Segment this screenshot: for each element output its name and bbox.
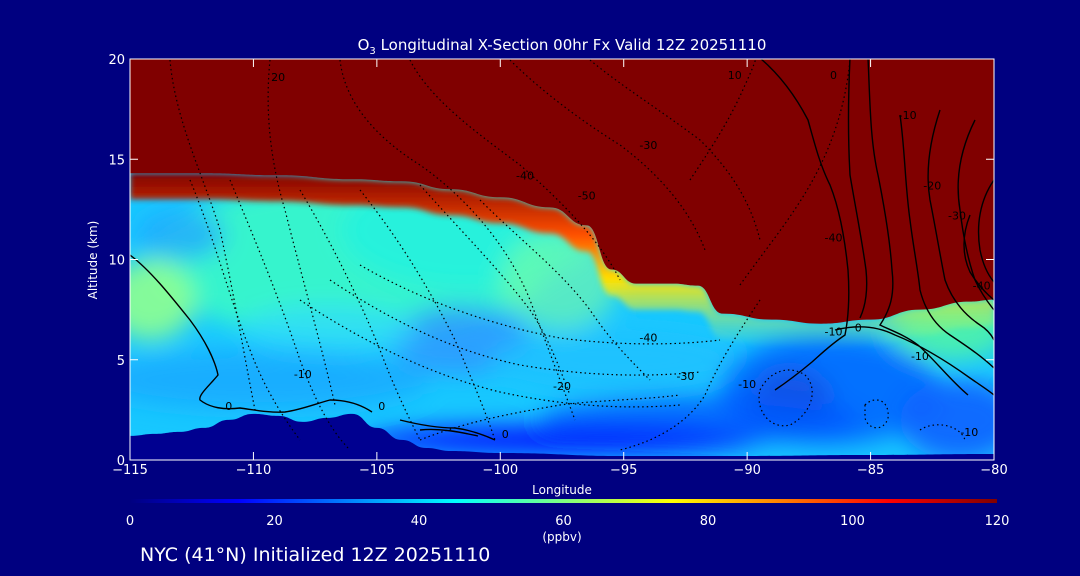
dotted-contours: [169, 59, 966, 451]
colorbar-unit-label: (ppbv): [542, 530, 581, 544]
y-axis: 0 5 10 15 20: [108, 53, 994, 469]
contour-label: -30: [948, 209, 966, 222]
contour-label: 0: [502, 428, 509, 441]
colorbar-tick-label: 60: [555, 514, 572, 529]
colorbar-tick-label: 120: [985, 514, 1010, 529]
x-tick-label: −110: [236, 463, 272, 478]
y-tick-label: 5: [117, 354, 125, 369]
colorbar-tick-label: 20: [266, 514, 283, 529]
colorbar-tick-label: 40: [411, 514, 428, 529]
contour-label: 10: [728, 69, 742, 82]
x-axis-label: Longitude: [532, 483, 592, 497]
y-tick-label: 0: [117, 454, 125, 469]
contour-label: 0: [378, 400, 385, 413]
contour-lines: [130, 59, 994, 451]
colorbar: [130, 499, 997, 503]
contour-label: -40: [516, 169, 534, 182]
contour-label: -30: [639, 139, 657, 152]
contour-label: -10: [738, 378, 756, 391]
colorbar-tick-label: 80: [700, 514, 717, 529]
contour-label: -30: [676, 370, 694, 383]
contour-label: 20: [271, 71, 285, 84]
x-tick-label: −80: [980, 463, 1007, 478]
contour-label: -40: [973, 280, 991, 293]
colorbar-tick-label: 0: [126, 514, 134, 529]
x-axis: −115 −110 −105 −100 −95 −90 −85 −80: [112, 59, 1008, 478]
contour-label: -10: [960, 426, 978, 439]
contour-label: -20: [553, 380, 571, 393]
contour-label: -40: [639, 332, 657, 345]
x-tick-label: −100: [482, 463, 518, 478]
contour-label: -10: [899, 109, 917, 122]
contour-labels: 20 10 0 -30 -40 -50 -40 -10 -20 -30 -40 -40 -30 -20 -1…: [225, 69, 990, 441]
chart-title: O3 Longitudinal X-Section 00hr Fx Valid …: [358, 36, 767, 57]
x-tick-label: −115: [112, 463, 148, 478]
x-tick-label: −85: [857, 463, 884, 478]
contour-label: 0: [855, 322, 862, 335]
y-axis-label: Altitude (km): [86, 221, 100, 300]
contour-label: -10: [294, 368, 312, 381]
contour-label: -10: [825, 326, 843, 339]
stratosphere-region: [130, 59, 994, 324]
y-tick-label: 15: [108, 153, 125, 168]
contour-label: -20: [923, 179, 941, 192]
y-tick-label: 10: [108, 254, 125, 269]
x-tick-label: −105: [359, 463, 395, 478]
footer-caption: NYC (41°N) Initialized 12Z 20251110: [140, 544, 490, 566]
contour-label: 0: [830, 69, 837, 82]
tropopause-transition-band: [130, 173, 994, 350]
terrain-shading: [130, 413, 994, 460]
y-tick-label: 20: [108, 53, 125, 68]
contour-label: -40: [825, 231, 843, 244]
solid-contours: [130, 59, 994, 441]
colorbar-ticks: 0 20 40 60 80 100 120: [126, 514, 1010, 529]
contour-label: -50: [578, 189, 596, 202]
contour-label: 0: [225, 400, 232, 413]
x-tick-label: −95: [610, 463, 637, 478]
colorbar-tick-label: 100: [840, 514, 865, 529]
x-tick-label: −90: [733, 463, 760, 478]
plot-area: 20 10 0 -30 -40 -50 -40 -10 -20 -30 -40 -40 -30 -20 -1…: [130, 59, 994, 460]
contour-label: -10: [911, 350, 929, 363]
